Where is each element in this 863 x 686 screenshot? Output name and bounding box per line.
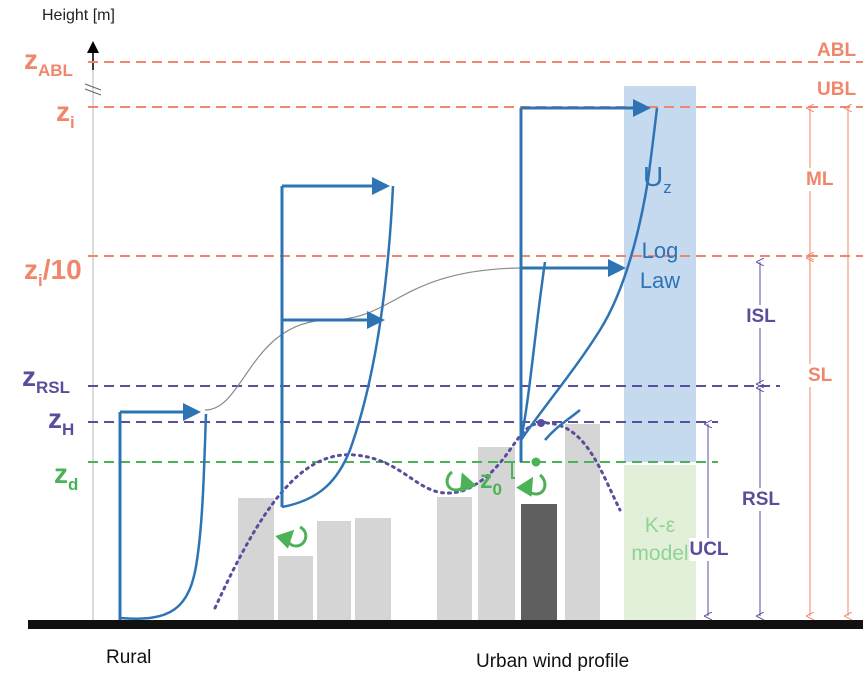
eddy-icon xyxy=(445,470,477,493)
log-law-box xyxy=(624,86,696,462)
k-epsilon-box xyxy=(624,465,696,621)
building xyxy=(278,556,313,621)
building xyxy=(437,497,472,621)
building xyxy=(238,498,274,621)
building xyxy=(317,521,351,621)
building xyxy=(565,424,600,621)
zd-dot xyxy=(531,457,541,467)
building xyxy=(355,518,391,621)
rural-profile xyxy=(118,403,208,620)
z-i10-label: zi/10 xyxy=(24,254,82,290)
canopy-peak-dot xyxy=(537,419,545,427)
eddy-icon xyxy=(516,473,547,497)
axis-break-icon xyxy=(84,83,102,96)
dark-building xyxy=(521,504,557,621)
k-epsilon-label: K-ε model xyxy=(631,514,689,565)
z-i-label: zi xyxy=(56,96,75,132)
mid-profile xyxy=(280,177,395,509)
y-axis-label: Height [m] xyxy=(42,7,115,24)
rural-label: Rural xyxy=(106,647,152,668)
transition-curve xyxy=(204,267,521,411)
sl-label: SL xyxy=(808,364,833,387)
buildings xyxy=(238,424,600,621)
ground xyxy=(28,620,863,629)
z-rsl-label: zRSL xyxy=(22,361,70,397)
ucl-label: UCL xyxy=(689,538,729,561)
ubl-label: UBL xyxy=(817,79,857,100)
isl-label: ISL xyxy=(746,305,776,328)
eddy-icon xyxy=(275,525,308,549)
log-law-label: Log Law xyxy=(639,238,681,293)
abl-label: ABL xyxy=(817,40,857,61)
z-d-label: zd xyxy=(54,458,79,494)
ml-label: ML xyxy=(806,168,834,191)
uz-label: Uz xyxy=(643,161,672,197)
urban-profile xyxy=(519,99,659,462)
z0-label: z0 xyxy=(480,466,502,499)
z0-bracket xyxy=(511,457,541,479)
urban-profile-label: Urban wind profile xyxy=(476,651,630,672)
z-h-label: zH xyxy=(48,403,75,439)
canopy-flow-curve xyxy=(213,421,622,610)
z-abl-label: zABL xyxy=(24,44,73,80)
rsl-label: RSL xyxy=(742,488,780,511)
building xyxy=(478,447,515,621)
